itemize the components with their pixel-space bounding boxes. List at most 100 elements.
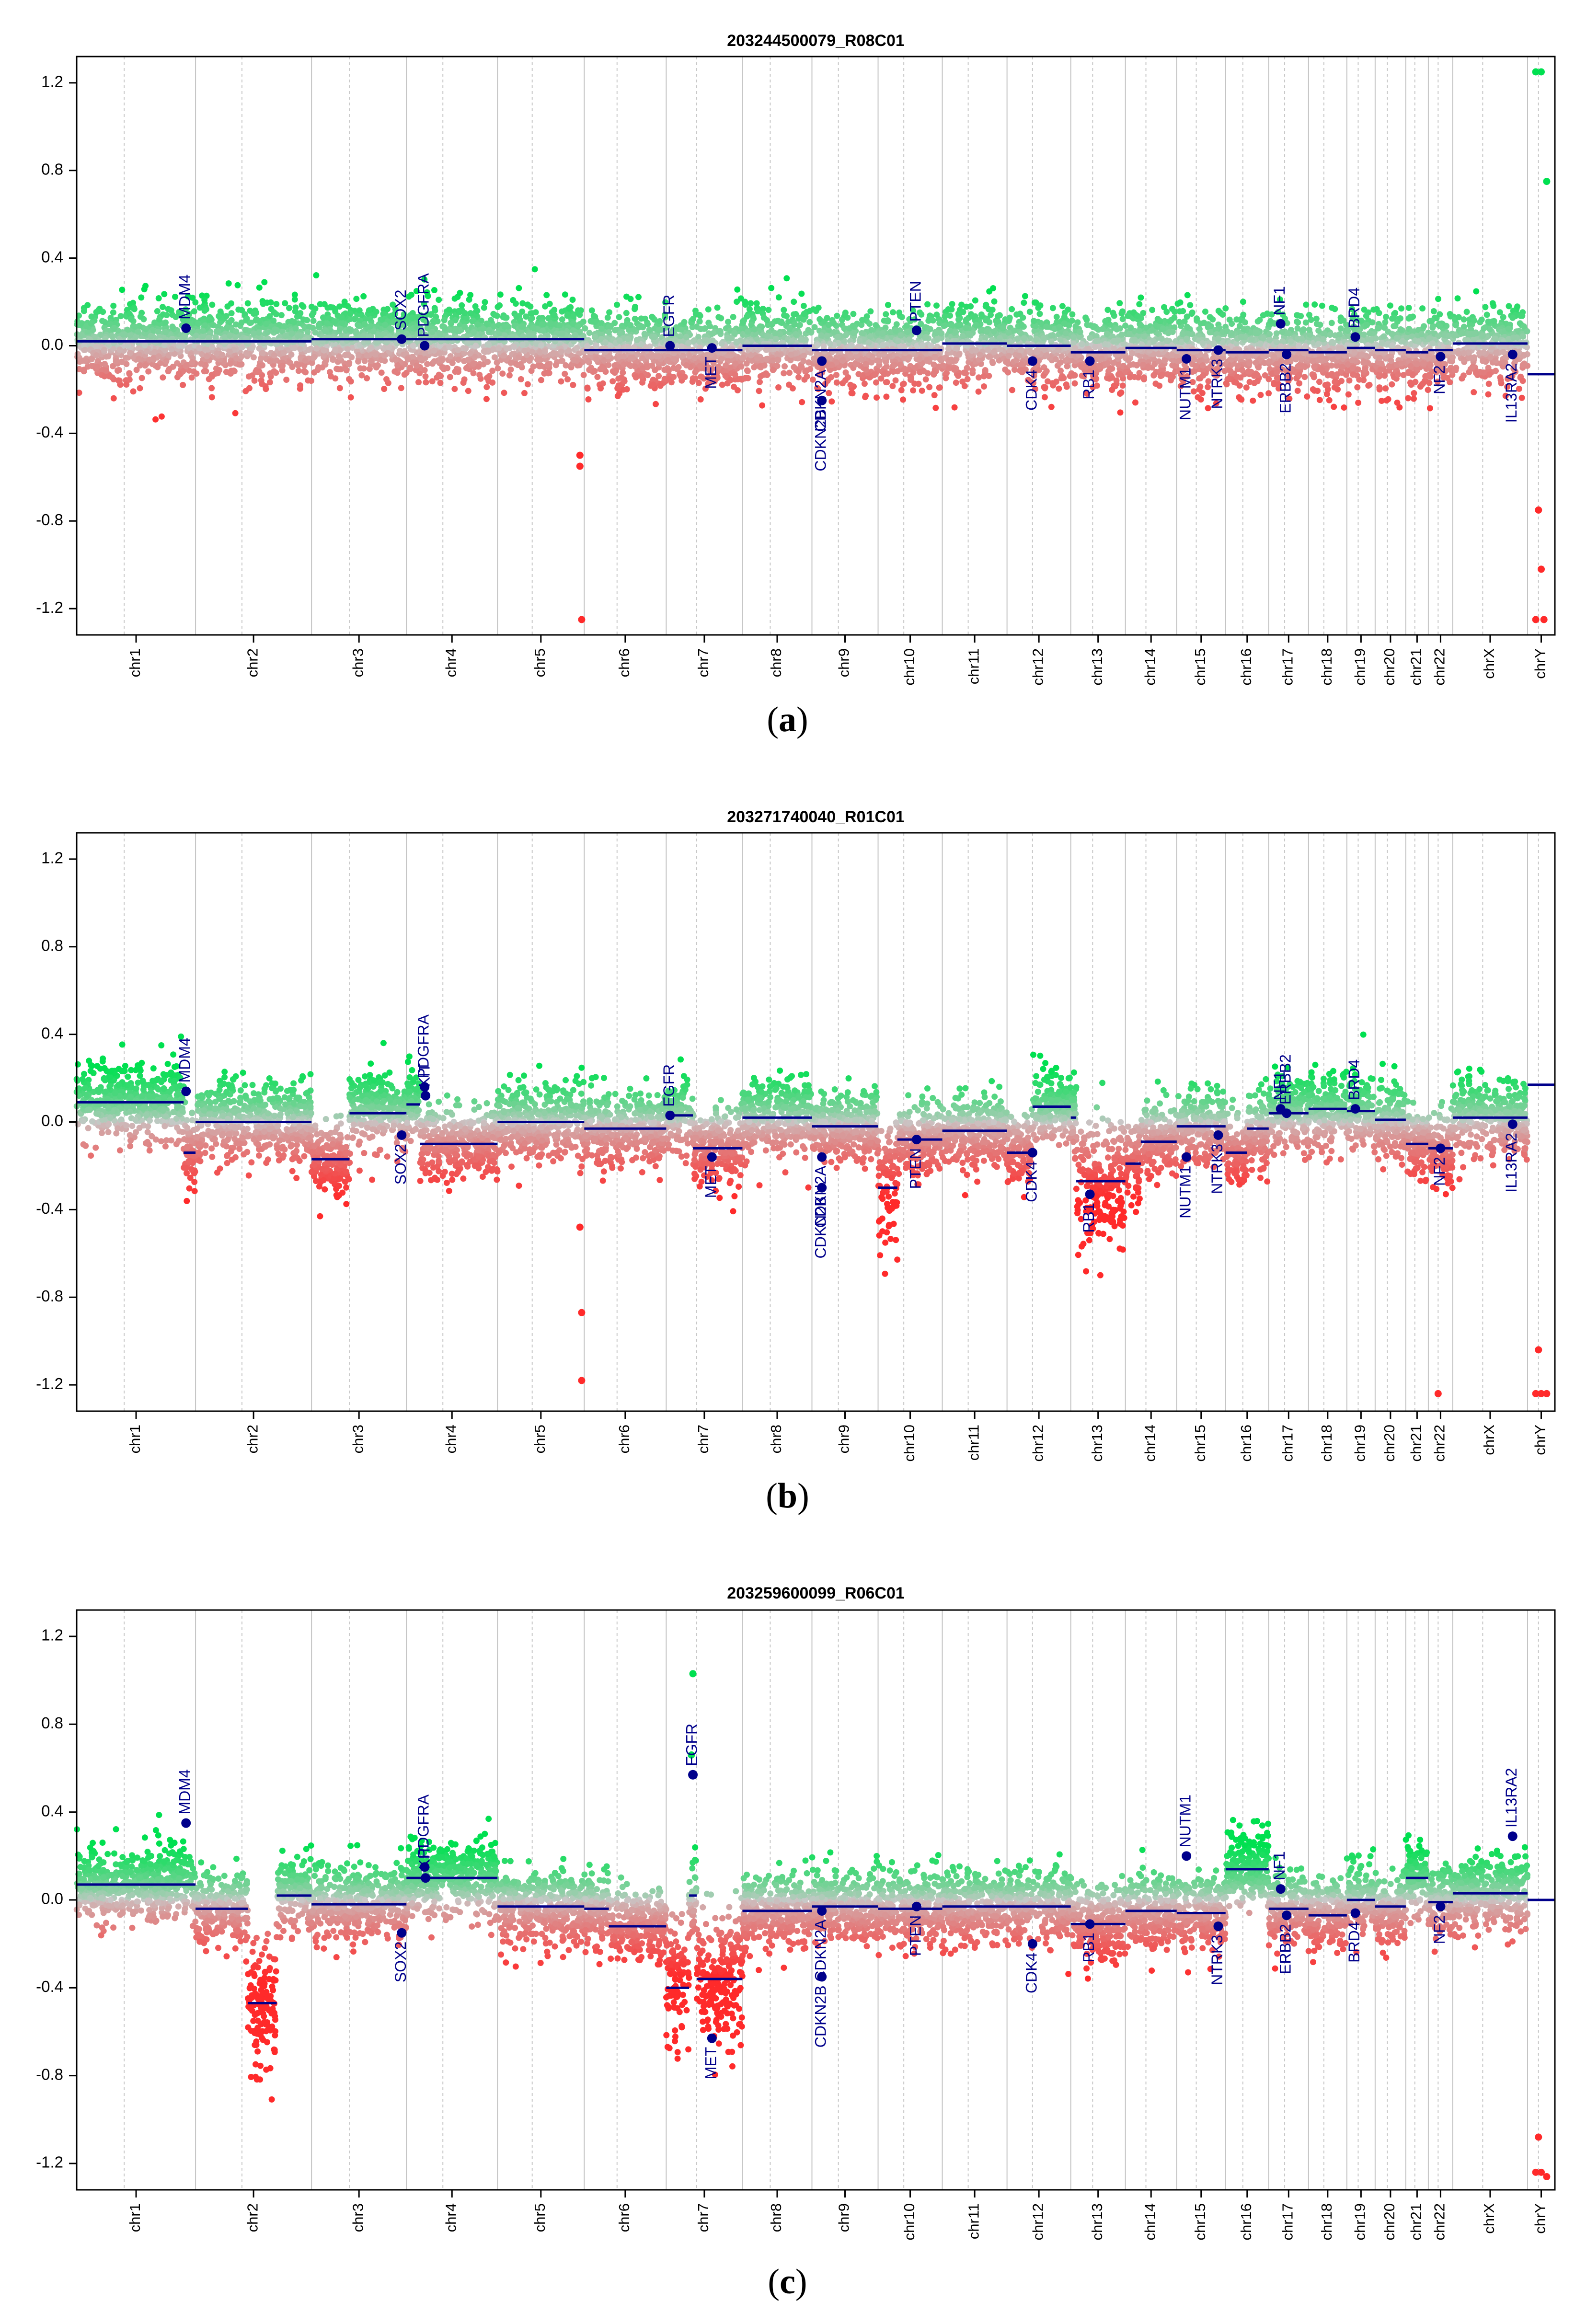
probe-point — [915, 380, 922, 387]
probe-point — [310, 324, 316, 331]
probe-point — [353, 296, 360, 302]
probe-point — [321, 347, 327, 354]
probe-point — [135, 356, 142, 362]
probe-point — [88, 320, 94, 327]
probe-point — [558, 348, 564, 355]
probe-point — [160, 374, 166, 381]
probe-point — [484, 358, 491, 365]
probe-point — [811, 355, 817, 362]
probe-point — [558, 378, 564, 385]
probe-point — [1116, 300, 1123, 307]
probe-point — [518, 323, 525, 330]
probe-point — [1151, 372, 1158, 378]
probe-point — [103, 368, 110, 374]
probe-point — [1071, 380, 1078, 387]
probe-point — [946, 365, 952, 372]
probe-point — [1007, 338, 1013, 345]
probe-point — [544, 361, 551, 368]
probe-point — [259, 350, 266, 357]
probe-point — [649, 362, 655, 369]
probe-point — [612, 327, 618, 334]
probe-point — [922, 334, 929, 341]
probe-point — [539, 321, 546, 328]
probe-point — [680, 352, 687, 359]
probe-point — [943, 375, 949, 381]
probe-point — [756, 388, 762, 394]
probe-point — [457, 289, 463, 296]
probe-point — [321, 352, 327, 358]
probe-point — [128, 316, 134, 322]
probe-point — [372, 351, 379, 358]
probe-point — [885, 301, 891, 308]
probe-point — [355, 358, 362, 365]
probe-point — [467, 310, 474, 317]
probe-point — [1005, 353, 1012, 359]
probe-point — [81, 346, 88, 353]
probe-point — [593, 356, 600, 363]
probe-point — [130, 299, 137, 306]
probe-point — [517, 376, 524, 382]
probe-point — [364, 352, 370, 358]
probe-point — [906, 336, 912, 343]
probe-point — [861, 380, 868, 387]
probe-point — [639, 365, 646, 372]
probe-point — [193, 370, 200, 377]
probe-point — [981, 373, 987, 380]
probe-point — [446, 306, 452, 313]
probe-point — [110, 302, 117, 309]
probe-point — [1049, 305, 1056, 311]
probe-point — [791, 299, 797, 305]
probe-point — [304, 329, 311, 335]
probe-point — [155, 329, 161, 335]
probe-point — [972, 297, 978, 304]
probe-point — [424, 289, 430, 296]
probe-point — [483, 396, 490, 403]
probe-point — [1072, 323, 1079, 330]
probe-point — [219, 352, 226, 358]
probe-point — [632, 303, 638, 310]
probe-point — [130, 388, 137, 395]
probe-point — [204, 353, 210, 359]
probe-point — [1104, 307, 1111, 313]
probe-point — [281, 349, 287, 356]
probe-point — [892, 377, 899, 384]
probe-point — [956, 351, 962, 358]
probe-point — [383, 339, 390, 345]
probe-point — [650, 381, 656, 388]
probe-point — [381, 352, 388, 359]
probe-point — [490, 346, 496, 353]
probe-point — [429, 329, 436, 335]
probe-point — [227, 360, 234, 367]
probe-point — [757, 379, 763, 385]
probe-point — [447, 353, 454, 359]
probe-point — [232, 333, 239, 340]
probe-point — [641, 331, 648, 337]
probe-point — [427, 311, 434, 318]
probe-point — [833, 372, 839, 378]
probe-point — [466, 296, 472, 303]
probe-point — [332, 375, 339, 382]
probe-point — [101, 346, 107, 353]
probe-point — [437, 380, 444, 386]
probe-point — [991, 328, 998, 335]
probe-point — [120, 331, 126, 338]
probe-point — [778, 319, 784, 326]
probe-point — [585, 396, 592, 403]
probe-point — [291, 291, 298, 298]
probe-point — [126, 311, 133, 317]
probe-point — [175, 342, 182, 349]
probe-point — [782, 363, 788, 369]
probe-point — [324, 320, 331, 327]
probe-point — [1052, 356, 1059, 363]
probe-point — [368, 345, 374, 351]
probe-point — [1104, 360, 1111, 367]
probe-point — [378, 369, 385, 376]
probe-point — [302, 357, 309, 364]
probe-point — [862, 392, 869, 399]
probe-point — [1107, 366, 1114, 373]
probe-point — [754, 355, 760, 362]
probe-point — [125, 342, 131, 349]
probe-point — [931, 354, 938, 360]
probe-point — [349, 345, 356, 351]
probe-point — [565, 347, 572, 354]
